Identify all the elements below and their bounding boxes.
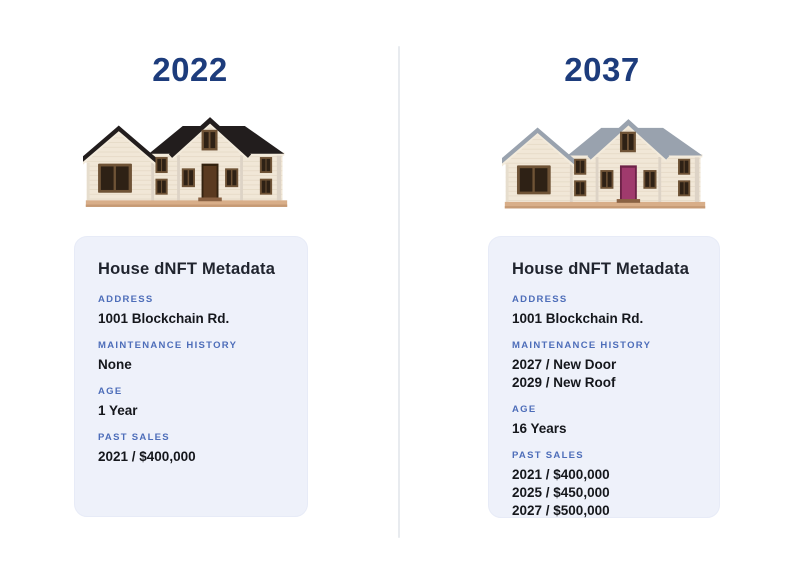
house-illustration-2022	[83, 110, 290, 208]
year-heading-2022: 2022	[152, 51, 228, 88]
age-value: 1 Year	[98, 403, 138, 418]
window-panes	[519, 134, 689, 195]
metadata-card-2022: House dNFT Metadata ADDRESS 1001 Blockch…	[74, 236, 308, 517]
past-sales-value: 2027 / $500,000	[512, 503, 610, 518]
maintenance-history-value: None	[98, 357, 132, 372]
section-maintenance-history: MAINTENANCE HISTORY None	[98, 340, 284, 374]
house-svg-2037	[502, 119, 706, 209]
window-panes	[100, 132, 271, 193]
year-heading-2037: 2037	[564, 51, 640, 88]
house-base	[85, 197, 288, 207]
past-sales-value: 2021 / $400,000	[512, 467, 610, 482]
metadata-card-2037: House dNFT Metadata ADDRESS 1001 Blockch…	[488, 236, 720, 518]
section-address: ADDRESS 1001 Blockchain Rd.	[98, 294, 284, 328]
age-label: AGE	[512, 404, 537, 415]
address-value: 1001 Blockchain Rd.	[98, 311, 230, 326]
section-age: AGE 1 Year	[98, 386, 284, 420]
section-past-sales: PAST SALES 2021 / $400,000	[98, 432, 284, 466]
front-door	[619, 165, 637, 202]
past-sales-label: PAST SALES	[98, 432, 170, 443]
past-sales-value: 2021 / $400,000	[98, 449, 196, 464]
maintenance-history-label: MAINTENANCE HISTORY	[98, 340, 238, 351]
section-maintenance-history: MAINTENANCE HISTORY 2027 / New Door 2029…	[512, 340, 696, 392]
section-past-sales: PAST SALES 2021 / $400,000 2025 / $450,0…	[512, 450, 696, 520]
address-label: ADDRESS	[98, 294, 154, 305]
maintenance-history-value: 2027 / New Door	[512, 357, 617, 372]
address-value: 1001 Blockchain Rd.	[512, 311, 644, 326]
house-svg-2022	[83, 117, 288, 207]
house-base	[504, 199, 706, 209]
address-label: ADDRESS	[512, 294, 568, 305]
maintenance-history-label: MAINTENANCE HISTORY	[512, 340, 652, 351]
section-address: ADDRESS 1001 Blockchain Rd.	[512, 294, 696, 328]
section-age: AGE 16 Years	[512, 404, 696, 438]
card-title: House dNFT Metadata	[98, 260, 276, 278]
front-door	[201, 163, 219, 201]
past-sales-label: PAST SALES	[512, 450, 584, 461]
card-title: House dNFT Metadata	[512, 260, 690, 278]
house-illustration-2037	[502, 112, 708, 209]
column-divider	[398, 46, 400, 538]
age-label: AGE	[98, 386, 123, 397]
past-sales-value: 2025 / $450,000	[512, 485, 610, 500]
age-value: 16 Years	[512, 421, 567, 436]
maintenance-history-value: 2029 / New Roof	[512, 375, 616, 390]
